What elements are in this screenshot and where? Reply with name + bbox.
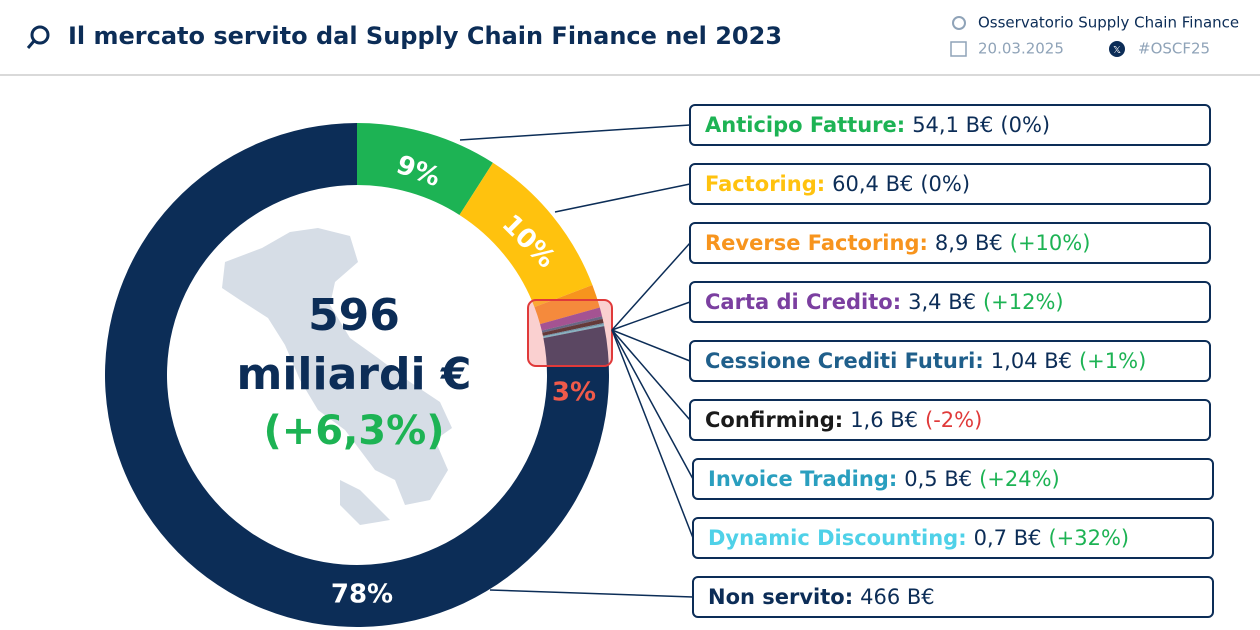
legend-value: 54,1 B€ [912,113,993,137]
legend-change: (+32%) [1048,526,1129,550]
connector [611,329,694,539]
legend-entry: Anticipo Fatture: 54,1 B€ (0%) [705,113,1050,137]
legend-box [689,222,1211,264]
donut-slice [541,316,603,333]
page-title: Il mercato servito dal Supply Chain Fina… [68,22,782,50]
legend-entry: Non servito: 466 B€ [708,585,935,609]
legend-sep: : [958,526,966,550]
logo-icon-handle [26,40,36,49]
legend-change: (0%) [1000,113,1050,137]
connector [459,124,691,141]
legend-sep: : [845,585,853,609]
date: 20.03.2025 [978,40,1064,58]
source-icon [952,16,966,30]
legend-value: 1,04 B€ [991,349,1072,373]
donut-slice [357,123,493,216]
legend-value: 0,5 B€ [904,467,972,491]
legend-entry: Carta di Credito: 3,4 B€ (+12%) [705,290,1064,314]
connector [489,589,694,598]
legend-box [689,399,1211,441]
donut-slice [534,285,600,325]
calendar-icon [950,41,967,57]
total-change: (+6,3%) [263,408,444,454]
percent-label: 3% [552,378,596,408]
legend-change: (+12%) [983,290,1064,314]
connector [554,183,691,213]
highlight-box [527,299,613,367]
legend-box [692,517,1214,559]
legend-value: 1,6 B€ [850,408,918,432]
donut-slice [542,318,604,336]
legend-name: Carta di Credito [705,290,893,314]
legend-sep: : [897,113,905,137]
legend-value: 466 B€ [860,585,935,609]
legend-change: (+24%) [979,467,1060,491]
legend-entry: Dynamic Discounting: 0,7 B€ (+32%) [708,526,1129,550]
legend-name: Dynamic Discounting [708,526,958,550]
legend-name: Confirming [705,408,835,432]
legend-box [689,281,1211,323]
donut-slice [542,323,604,337]
italy-map [222,228,452,525]
connector [611,329,694,480]
legend-name: Invoice Trading [708,467,889,491]
legend-value: 8,9 B€ [935,231,1003,255]
x-icon-glyph: 𝕏 [1113,45,1121,56]
legend-sep: : [893,290,901,314]
hashtag: #OSCF25 [1138,40,1210,58]
legend-value: 3,4 B€ [908,290,976,314]
total-unit: miliardi € [237,349,472,400]
legend-name: Anticipo Fatture [705,113,897,137]
legend-entry: Invoice Trading: 0,5 B€ (+24%) [708,467,1060,491]
legend-change: (-2%) [925,408,982,432]
source: Osservatorio Supply Chain Finance [978,14,1239,32]
connector [611,329,691,362]
legend-entry: Reverse Factoring: 8,9 B€ (+10%) [705,231,1090,255]
connector [611,301,691,331]
logo-icon [30,25,50,45]
legend-sep: : [975,349,983,373]
total-value: 596 [308,290,400,341]
legend-sep: : [889,467,897,491]
legend-value: 60,4 B€ [832,172,913,196]
legend-box [692,458,1214,500]
donut-slice [540,307,603,331]
legend-value: 0,7 B€ [974,526,1042,550]
legend-change: (0%) [920,172,970,196]
legend-entry: Cessione Crediti Futuri: 1,04 B€ (+1%) [705,349,1146,373]
legend-name: Reverse Factoring [705,231,920,255]
legend-box [692,576,1214,618]
legend-sep: : [920,231,928,255]
legend-name: Cessione Crediti Futuri [705,349,975,373]
connector [611,242,691,331]
legend-entry: Confirming: 1,6 B€ (-2%) [705,408,982,432]
legend-sep: : [835,408,843,432]
legend-entry: Factoring: 60,4 B€ (0%) [705,172,970,196]
legend-change: (+1%) [1079,349,1146,373]
legend-box [689,163,1211,205]
connector [611,329,691,421]
percent-label: 78% [331,580,393,610]
donut [105,123,610,627]
legend-name: Factoring [705,172,817,196]
legend-change: (+10%) [1010,231,1091,255]
donut-slice [459,162,593,308]
legend-box [689,340,1211,382]
donut-slice [543,324,605,339]
legend-name: Non servito [708,585,845,609]
legend-box [689,104,1211,146]
x-icon [1109,41,1125,57]
legend-sep: : [817,172,825,196]
